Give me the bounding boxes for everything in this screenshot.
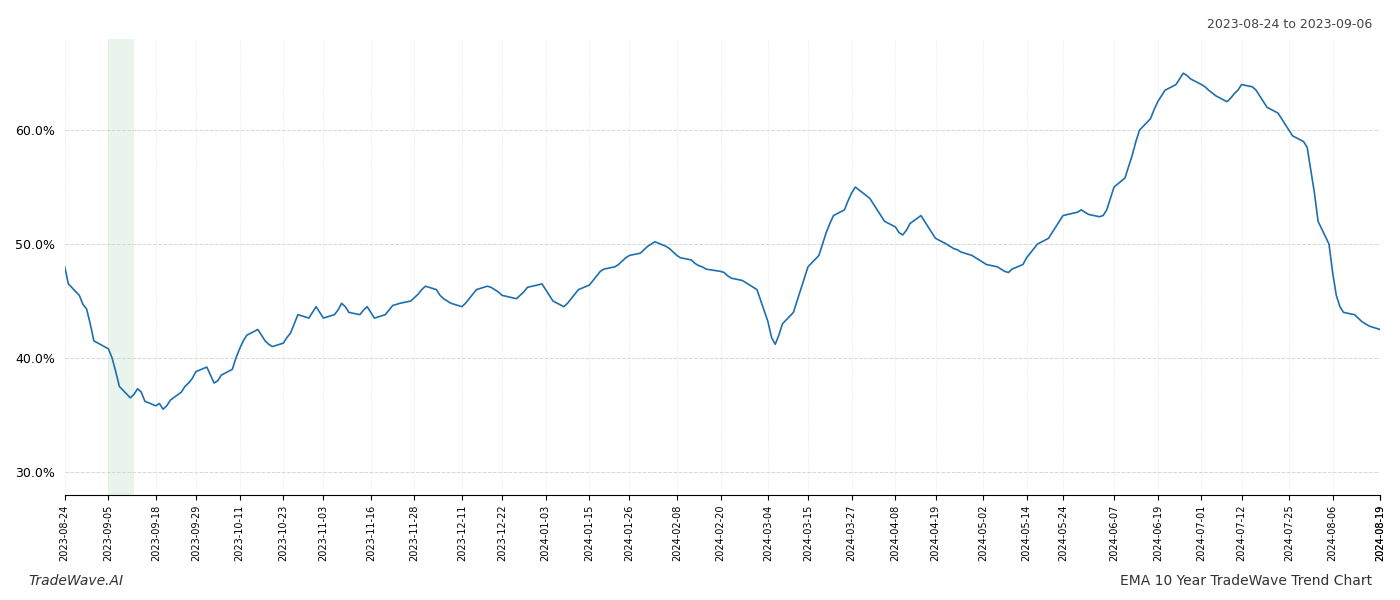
Bar — [108, 39, 134, 494]
Text: TradeWave.AI: TradeWave.AI — [28, 574, 123, 588]
Text: 2023-08-24 to 2023-09-06: 2023-08-24 to 2023-09-06 — [1207, 18, 1372, 31]
Text: EMA 10 Year TradeWave Trend Chart: EMA 10 Year TradeWave Trend Chart — [1120, 574, 1372, 588]
